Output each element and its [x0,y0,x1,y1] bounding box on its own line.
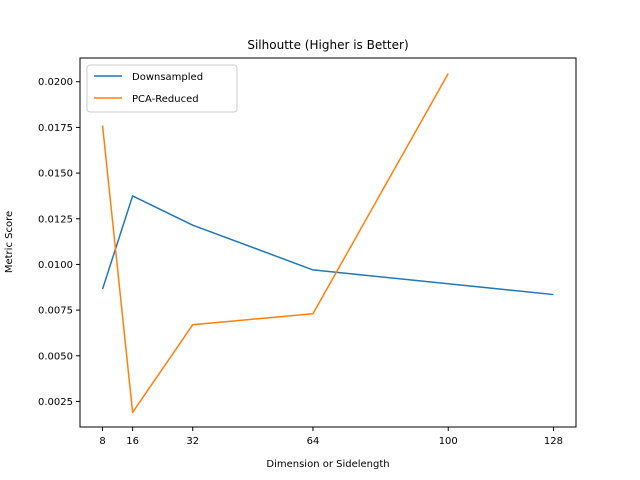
y-tick-label: 0.0125 [38,214,73,225]
y-tick-label: 0.0100 [38,260,73,271]
x-tick-label: 100 [439,436,458,447]
series-line-pca-reduced [101,73,449,414]
legend-box [86,64,238,113]
x-axis-label: Dimension or Sidelength [266,459,389,470]
x-axis-ticks: 8 16 32 64 100 128 [99,427,563,447]
x-tick-label: 128 [544,436,563,447]
y-tick-label: 0.0175 [38,123,73,134]
chart-title: Silhoutte (Higher is Better) [247,38,408,52]
y-tick-label: 0.0075 [38,306,73,317]
y-tick-label: 0.0150 [38,169,73,180]
series-lines [101,73,554,414]
plot-area-frame [79,57,577,428]
y-tick-label: 0.0200 [38,77,73,88]
x-tick-label: 64 [307,436,320,447]
x-tick-label: 32 [186,436,199,447]
legend: Downsampled PCA-Reduced [86,64,238,113]
legend-label-pca-reduced: PCA-Reduced [132,94,199,105]
x-tick-label: 16 [126,436,139,447]
y-tick-label: 0.0025 [38,397,73,408]
y-axis-ticks: 0.0025 0.0050 0.0075 0.0100 0.0125 0.0150 0.01… [38,77,80,408]
series-line-downsampled [101,195,554,296]
y-tick-label: 0.0050 [38,351,73,362]
x-tick-label: 8 [99,436,105,447]
y-axis-label: Metric Score [4,211,15,273]
legend-label-downsampled: Downsampled [132,72,203,83]
